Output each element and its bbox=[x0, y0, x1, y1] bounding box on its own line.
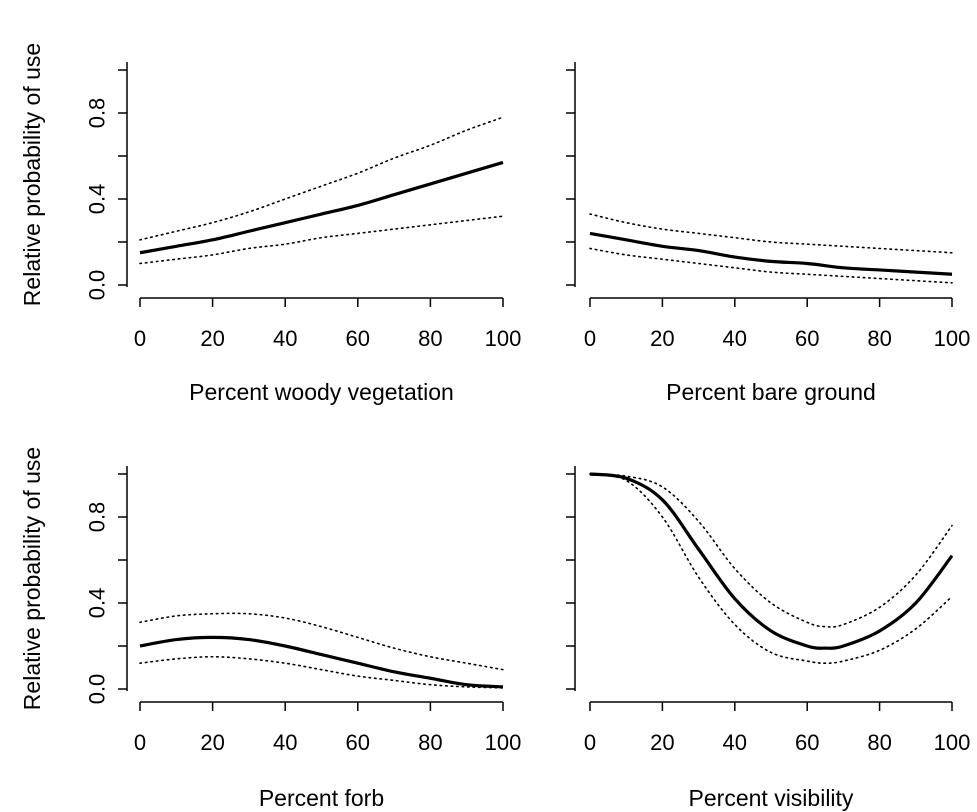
panel-4: 0 20 40 60 80 100 Percent visibility bbox=[566, 466, 970, 811]
x-tick-label: 100 bbox=[934, 730, 971, 755]
x-tick-label: 60 bbox=[795, 730, 819, 755]
confidence-bound-line bbox=[589, 473, 953, 628]
confidence-bound-line bbox=[589, 473, 953, 665]
x-tick-label: 0 bbox=[584, 326, 596, 351]
x-tick-label: 60 bbox=[346, 326, 370, 351]
x-tick-label: 80 bbox=[867, 730, 891, 755]
confidence-bound-line bbox=[139, 655, 504, 689]
estimate-line bbox=[589, 231, 953, 276]
y-tick-label: 0.4 bbox=[85, 588, 110, 619]
x-tick-label: 20 bbox=[200, 326, 224, 351]
y-tick-label: 0.4 bbox=[85, 184, 110, 215]
x-tick-label: 20 bbox=[200, 730, 224, 755]
x-tick-label: 0 bbox=[134, 326, 146, 351]
x-axis-title: Percent forb bbox=[259, 785, 384, 811]
x-tick-label: 60 bbox=[795, 326, 819, 351]
x-tick-label: 100 bbox=[934, 326, 971, 351]
confidence-bound-line bbox=[589, 213, 953, 254]
x-tick-label: 80 bbox=[418, 326, 442, 351]
estimate-line bbox=[589, 472, 954, 650]
x-axis-title: Percent bare ground bbox=[666, 379, 876, 405]
x-axis-title: Percent visibility bbox=[689, 785, 854, 811]
x-tick-label: 0 bbox=[134, 730, 146, 755]
x-tick-label: 20 bbox=[650, 326, 674, 351]
panel-3: 0.0 0.4 0.8 0 20 40 60 80 100 Percent forb Relativ… bbox=[19, 447, 521, 811]
x-tick-label: 40 bbox=[273, 326, 297, 351]
x-tick-label: 80 bbox=[418, 730, 442, 755]
x-tick-label: 0 bbox=[584, 730, 596, 755]
y-axis-title: Relative probability of use bbox=[19, 43, 45, 306]
y-tick-label: 0.0 bbox=[85, 674, 110, 705]
confidence-bound-line bbox=[139, 215, 504, 265]
panel-1: 0.0 0.4 0.8 0 20 40 60 80 100 Percent woody veget… bbox=[19, 43, 521, 405]
y-tick-label: 0.8 bbox=[85, 98, 110, 129]
y-axis-title: Relative probability of use bbox=[19, 447, 45, 710]
confidence-bound-line bbox=[589, 247, 953, 284]
x-tick-label: 80 bbox=[867, 326, 891, 351]
x-tick-label: 40 bbox=[723, 326, 747, 351]
x-tick-label: 40 bbox=[723, 730, 747, 755]
y-tick-label: 0.0 bbox=[85, 270, 110, 301]
estimate-line bbox=[139, 160, 504, 255]
panel-2: 0 20 40 60 80 100 Percent bare ground bbox=[566, 62, 970, 405]
y-tick-label: 0.8 bbox=[85, 502, 110, 533]
estimate-line bbox=[139, 635, 504, 689]
x-axis-title: Percent woody vegetation bbox=[189, 379, 454, 405]
confidence-bound-line bbox=[139, 612, 504, 671]
x-tick-label: 20 bbox=[650, 730, 674, 755]
x-tick-label: 40 bbox=[273, 730, 297, 755]
x-tick-label: 100 bbox=[485, 730, 522, 755]
x-tick-label: 100 bbox=[485, 326, 522, 351]
x-tick-label: 60 bbox=[346, 730, 370, 755]
